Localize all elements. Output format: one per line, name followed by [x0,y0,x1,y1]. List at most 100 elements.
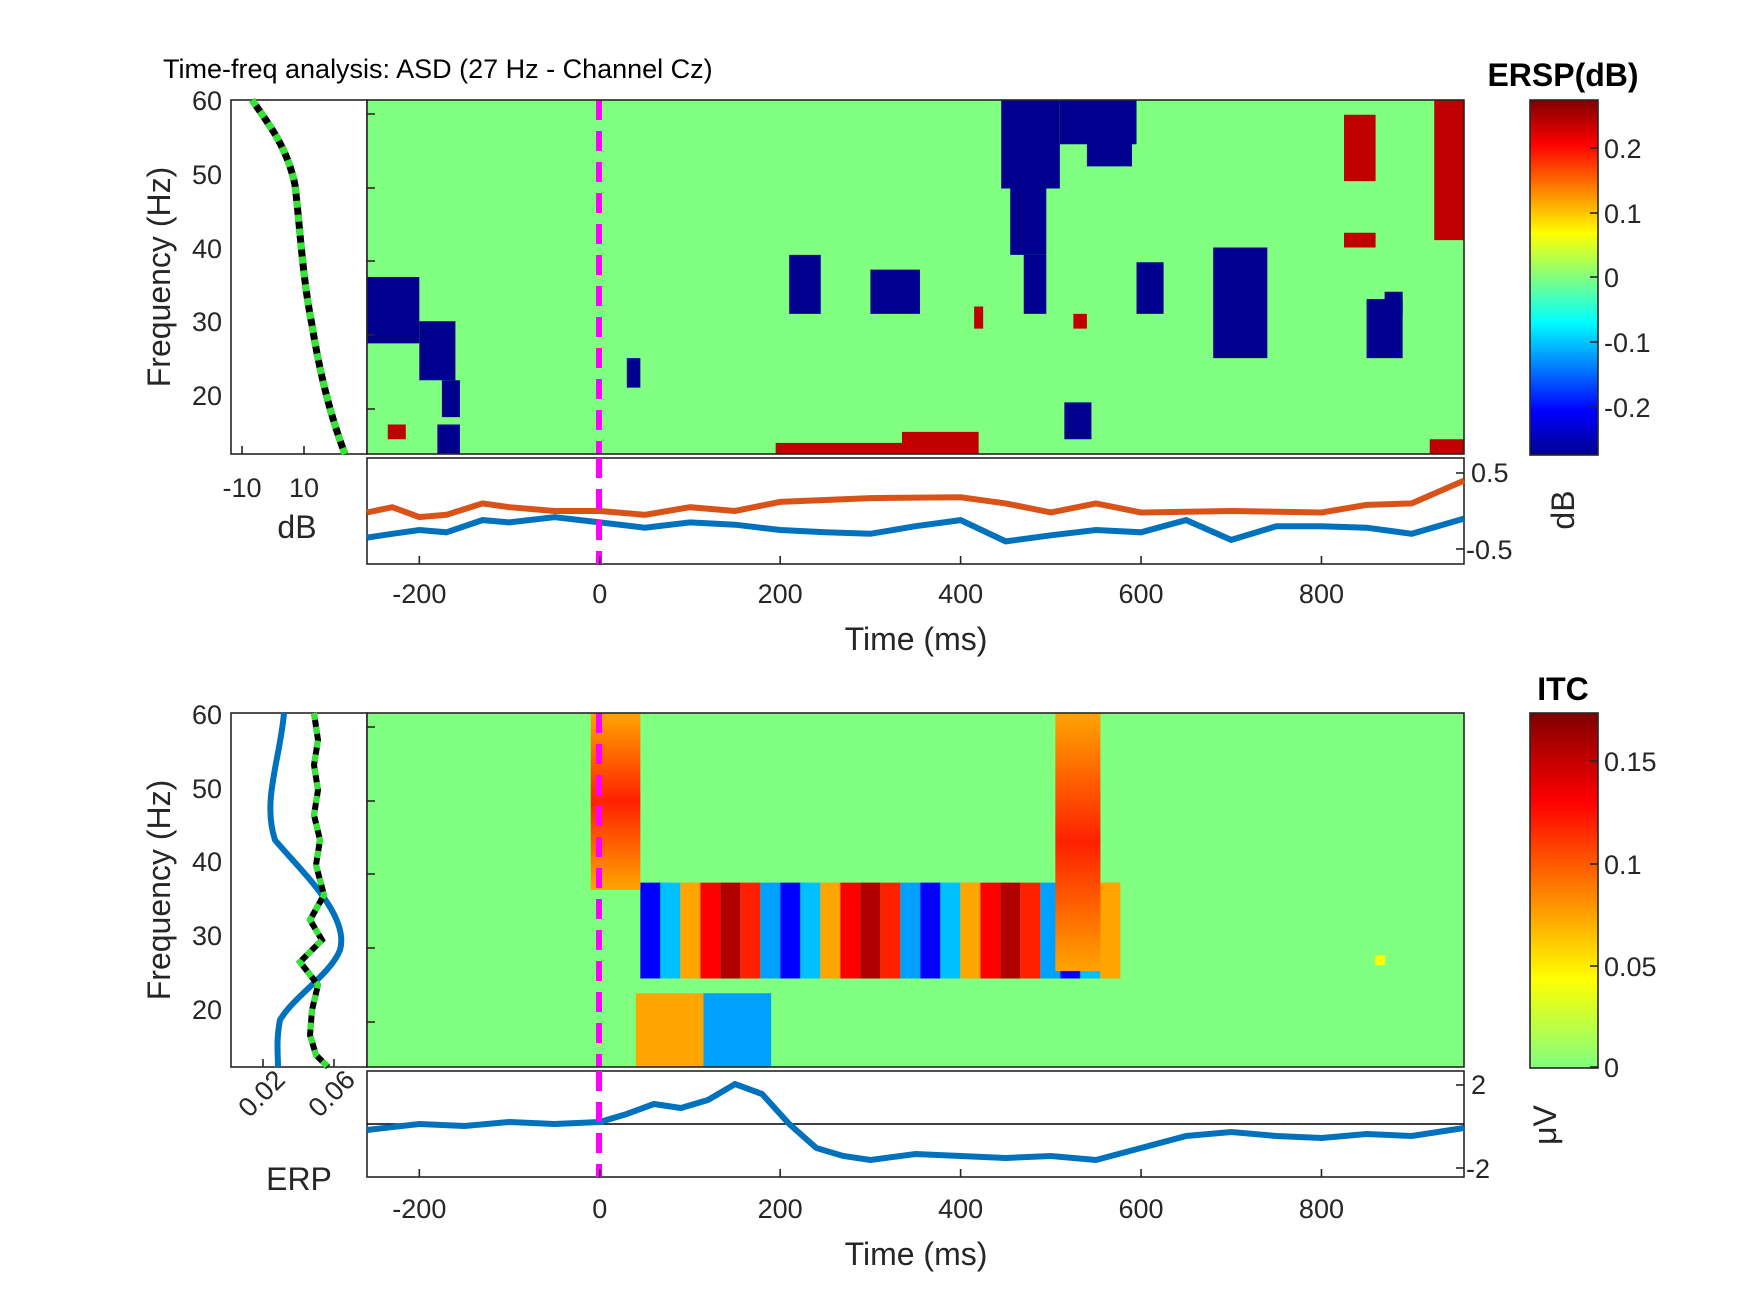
ersp-left-baseline-curve [249,97,349,456]
itc-band-cell [780,882,801,979]
itc-offset-streak [1055,713,1101,972]
ersp-x-tick-label: 600 [1119,579,1164,609]
ersp-blue-cluster [1086,136,1133,167]
itc-cells [590,713,1386,1067]
itc-xticks: -200 0 200 400 600 800 [392,1169,1344,1224]
itc-erp-series [366,1080,1465,1164]
itc-y-tick-label: 30 [192,921,222,951]
ersp-colorbar: ERSP(dB) 0.2 0.1 0 -0.1 -0.2 [1487,57,1651,456]
itc-y-tick-label: 20 [192,995,222,1025]
itc-colorbar-tick: 0 [1604,1053,1619,1083]
ersp-colorbar-tick: 0 [1604,263,1619,293]
itc-erp-right-tick: -2 [1466,1154,1490,1184]
ersp-blue-cluster [626,358,641,388]
ersp-left-frame [230,99,368,455]
ersp-xlabel: Time (ms) [845,621,988,657]
ersp-red-cluster [1434,100,1464,241]
itc-y-tick-label: 40 [192,847,222,877]
ersp-blue-cluster [1023,254,1047,314]
ersp-left-green-curve [249,97,349,456]
ersp-blue-cluster [367,277,420,344]
itc-y-tick-label: 50 [192,774,222,804]
ersp-colorbar-gradient [1530,100,1598,455]
ersp-blue-cluster [1384,291,1403,314]
ersp-blue-cluster [1010,188,1047,255]
ersp-blue-cluster [870,269,921,314]
ersp-blue-cluster [437,424,460,454]
ersp-bottom-right-tick: 0.5 [1471,458,1509,488]
itc-band-cell [980,882,1001,979]
itc-colorbar-tick: 0.05 [1604,952,1657,982]
ersp-yticks: 60 50 40 30 20 [192,86,222,411]
ersp-series-blue [366,514,1465,545]
ersp-red-cluster [901,431,979,454]
itc-band-cell [640,882,661,979]
itc-band-cell [800,882,821,979]
ersp-bottom-right-tick: -0.5 [1466,535,1513,565]
ersp-red-cluster [1429,439,1464,454]
ersp-clusters [367,100,1464,454]
itc-x-tick-label: 600 [1119,1194,1164,1224]
itc-colorbar-title: ITC [1537,671,1589,707]
itc-yticks: 60 50 40 30 20 [192,700,222,1025]
itc-band-cell [1100,882,1121,979]
ersp-blue-cluster [1001,100,1060,189]
ersp-panel: -10 10 dB Frequency (Hz) 60 50 40 30 20 [141,57,1651,657]
itc-panel: 0.02 0.06 ERP Frequency (Hz) 60 50 40 30… [141,671,1657,1272]
itc-x-tick-label: 400 [938,1194,983,1224]
itc-onset-streak [590,713,641,890]
itc-left-xlabel: ERP [266,1161,332,1197]
itc-left-green-curve-dash [296,712,331,1070]
itc-x-tick-label: 800 [1299,1194,1344,1224]
ersp-xticks: -200 0 200 400 600 800 [392,556,1344,609]
ersp-red-cluster [974,306,984,329]
itc-heatmap [366,712,1465,1068]
itc-band-cell [960,882,981,979]
ersp-x-tick-label: -200 [392,579,446,609]
ersp-left-tick-label: -10 [222,473,261,503]
ersp-x-tick-label: 0 [592,579,607,609]
ersp-blue-cluster [1064,402,1092,440]
itc-y-tick-label: 60 [192,700,222,730]
ersp-x-tick-label: 200 [758,579,803,609]
ersp-heatmap-frame [366,99,1465,455]
itc-band-cell [700,882,721,979]
ersp-left-tick-label: 10 [289,473,319,503]
itc-x-tick-label: 0 [592,1194,607,1224]
itc-erp-right-tick: 2 [1471,1070,1486,1100]
itc-band-cell [1020,882,1041,979]
itc-x-tick-label: -200 [392,1194,446,1224]
itc-left-tick-label: 0.06 [302,1064,360,1122]
itc-erp-timecourse: 2 -2 μV -200 0 200 400 600 800 Time (ms) [366,1070,1563,1272]
itc-band-cell [820,882,841,979]
ersp-colorbar-tick: 0.2 [1604,134,1642,164]
ersp-x-tick-label: 400 [938,579,983,609]
ersp-y-tick-label: 40 [192,234,222,264]
itc-left-blue-curve [267,712,345,1068]
itc-colorbar-gradient [1530,713,1598,1068]
itc-colorbar: ITC 0.15 0.1 0.05 0 [1529,671,1657,1083]
ersp-colorbar-tick: 0.1 [1604,199,1642,229]
itc-band-cell [680,882,701,979]
itc-band-cell [840,882,861,979]
itc-band-cell [920,882,941,979]
ersp-red-cluster [1073,313,1087,329]
ersp-red-cluster [775,442,902,454]
ersp-series-orange [366,477,1466,521]
ersp-colorbar-tick: -0.2 [1604,393,1651,423]
itc-left-frame [230,712,368,1068]
itc-left-marginal: 0.02 0.06 ERP [230,712,368,1197]
itc-band-cell [660,882,681,979]
itc-band-cell [860,882,881,979]
figure-title: Time-freq analysis: ASD (27 Hz - Channel… [163,54,713,84]
itc-low-patch [703,993,772,1067]
ersp-ylabel: Frequency (Hz) [141,167,177,388]
itc-band-cell [1000,882,1021,979]
itc-band-cell [900,882,921,979]
ersp-colorbar-tick: -0.1 [1604,328,1651,358]
ersp-blue-cluster [1136,262,1164,314]
itc-xlabel: Time (ms) [845,1236,988,1272]
itc-colorbar-tick: 0.1 [1604,850,1642,880]
itc-ylabel: Frequency (Hz) [141,780,177,1001]
